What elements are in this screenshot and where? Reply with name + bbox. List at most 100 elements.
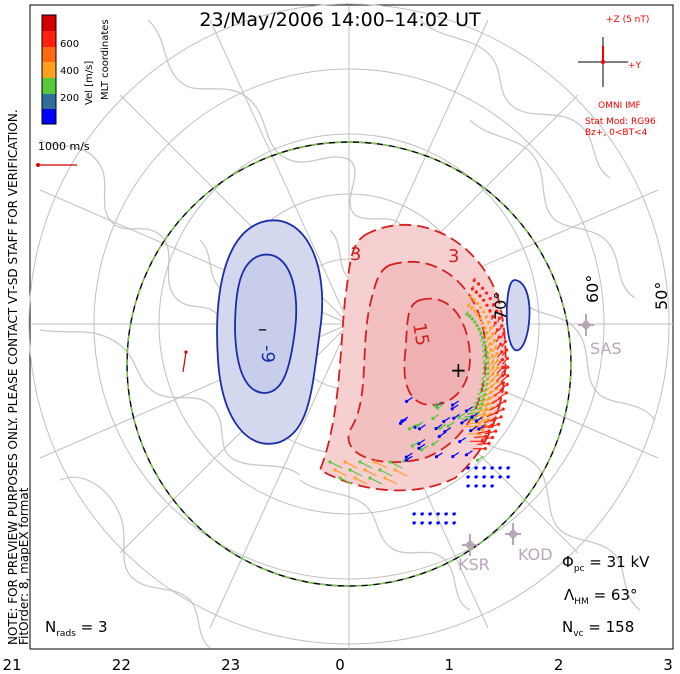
velocity-vector-origin bbox=[474, 484, 478, 488]
velocity-vector-origin bbox=[458, 440, 462, 444]
velocity-vector-origin bbox=[444, 512, 448, 516]
velocity-vector-origin bbox=[434, 426, 438, 431]
velocity-vector-origin bbox=[466, 484, 470, 488]
velocity-vector-origin bbox=[468, 314, 472, 318]
velocity-vector-origin bbox=[467, 304, 471, 308]
color-bar-swatch-1 bbox=[42, 94, 56, 109]
velocity-vector-origin bbox=[488, 296, 492, 301]
velocity-vector-origin bbox=[496, 422, 501, 426]
velocity-vector-origin bbox=[487, 429, 491, 433]
velocity-vector-origin bbox=[502, 331, 506, 336]
velocity-vector-origin bbox=[470, 317, 474, 321]
velocity-vector bbox=[379, 469, 393, 477]
velocity-vector-origin bbox=[483, 326, 487, 330]
velocity-vector-origin bbox=[484, 434, 488, 439]
velocity-vector-origin bbox=[474, 290, 478, 294]
velocity-vector-origin bbox=[499, 342, 503, 346]
velocity-vector-origin bbox=[506, 475, 510, 479]
velocity-vector-origin bbox=[450, 403, 455, 407]
stat-nrads-sub: rads bbox=[56, 629, 76, 639]
velocity-vector-origin bbox=[472, 298, 476, 302]
velocity-vector-origin bbox=[481, 286, 485, 290]
velocity-vector-origin bbox=[415, 423, 419, 428]
radar-label-ksr: KSR bbox=[458, 555, 490, 574]
radar-site-ksr: KSR bbox=[458, 534, 490, 574]
velocity-vector-origin bbox=[495, 359, 500, 363]
mlt-tick-23: 23 bbox=[221, 656, 240, 674]
velocity-vector-origin bbox=[483, 345, 488, 349]
velocity-vector-origin bbox=[474, 466, 478, 470]
velocity-vector-origin bbox=[343, 460, 347, 464]
velocity-vector-origin bbox=[393, 468, 397, 472]
stat-nrads-value: 3 bbox=[98, 618, 108, 636]
velocity-vector-origin bbox=[506, 466, 510, 470]
stat-n-vc: Nvc = 158 bbox=[562, 618, 634, 639]
velocity-vector-origin bbox=[487, 320, 491, 324]
mlt-tick-2: 2 bbox=[554, 656, 564, 674]
velocity-vector-origin bbox=[420, 448, 424, 452]
velocity-vector-origin bbox=[474, 419, 479, 423]
coords-label: MLT coordinates bbox=[100, 19, 111, 100]
velocity-vector-origin bbox=[487, 336, 491, 340]
velocity-vector-origin bbox=[505, 348, 509, 352]
velocity-vector bbox=[488, 388, 498, 395]
velocity-vector bbox=[482, 407, 493, 413]
velocity-vector-origin bbox=[489, 326, 493, 330]
velocity-vector-origin bbox=[486, 361, 490, 365]
velocity-vector bbox=[488, 423, 499, 429]
velocity-vector-origin bbox=[489, 348, 493, 352]
velocity-vector bbox=[470, 429, 483, 432]
velocity-vector-origin bbox=[490, 484, 494, 488]
contour-label-15: 15 bbox=[408, 321, 433, 347]
velocity-vector bbox=[491, 416, 502, 422]
velocity-vector-origin bbox=[452, 521, 456, 525]
stat-nvc-sub: vc bbox=[573, 629, 583, 639]
velocity-vector bbox=[473, 398, 485, 405]
velocity-vector bbox=[471, 403, 483, 409]
velocity-vector-origin bbox=[483, 447, 487, 451]
velocity-vector-origin bbox=[468, 295, 473, 299]
velocity-vector-origin bbox=[490, 466, 494, 470]
velocity-vector-origin bbox=[491, 360, 495, 364]
velocity-vector-origin bbox=[488, 342, 492, 346]
velocity-vector-origin bbox=[493, 321, 497, 325]
velocity-vector-origin bbox=[495, 352, 499, 356]
velocity-vector-origin bbox=[495, 309, 499, 313]
velocity-vector-origin bbox=[378, 468, 382, 472]
color-bar: 600 400 200 Vel [m/s] MLT coordinates bbox=[41, 14, 111, 125]
velocity-vector bbox=[493, 408, 504, 415]
negative-cell-east bbox=[505, 279, 531, 352]
velocity-vector-origin bbox=[500, 381, 504, 385]
velocity-vector-origin bbox=[420, 512, 424, 516]
velocity-vector-origin bbox=[477, 327, 481, 331]
radar-site-sas: SAS bbox=[578, 314, 622, 358]
color-bar-title: Vel [m/s] bbox=[84, 61, 95, 105]
velocity-vector-origin bbox=[388, 460, 392, 464]
velocity-vector-origin bbox=[373, 460, 377, 464]
velocity-vector-origin bbox=[498, 466, 502, 470]
velocity-vector bbox=[477, 388, 487, 396]
velocity-vector-origin bbox=[383, 476, 387, 480]
velocity-vector-origin bbox=[501, 373, 505, 377]
velocity-vector-origin bbox=[500, 324, 504, 328]
imf-y-label: +Y bbox=[628, 61, 642, 71]
stat-lambda-symbol: Λ bbox=[564, 586, 575, 604]
velocity-vector-origin bbox=[487, 441, 491, 445]
velocity-vector-origin bbox=[433, 404, 437, 408]
velocity-vector-origin bbox=[501, 365, 505, 369]
velocity-vector-origin bbox=[460, 421, 464, 425]
velocity-vector-origin bbox=[437, 434, 441, 439]
velocity-vector-origin bbox=[420, 521, 424, 525]
velocity-vector-origin bbox=[491, 315, 495, 319]
velocity-vector-origin bbox=[482, 475, 486, 479]
velocity-vector bbox=[483, 418, 495, 424]
color-bar-swatch-5 bbox=[42, 31, 56, 47]
velocity-vector bbox=[359, 461, 373, 469]
velocity-vector-origin bbox=[495, 328, 500, 332]
velocity-vector-origin bbox=[476, 313, 480, 317]
radar-site-kod: KOD bbox=[505, 523, 553, 564]
velocity-vector-origin bbox=[450, 407, 454, 411]
velocity-vector-origin bbox=[363, 468, 367, 472]
velocity-vector-origin bbox=[404, 458, 408, 462]
imf-condition: Bz+, 0<BT<4 bbox=[585, 128, 648, 138]
